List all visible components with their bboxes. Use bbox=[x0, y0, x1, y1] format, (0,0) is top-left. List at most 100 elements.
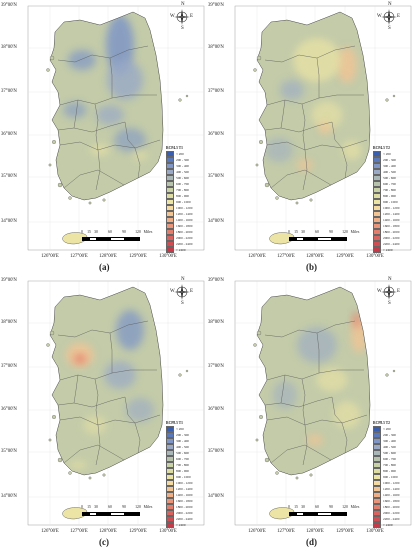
island bbox=[253, 343, 257, 347]
compass-w-label: W bbox=[170, 289, 175, 294]
scale-label: 90 bbox=[122, 230, 126, 234]
province-boundary bbox=[266, 139, 368, 151]
legend-label: 900 - 1000 bbox=[176, 475, 191, 479]
scale-label: 90 bbox=[329, 230, 333, 234]
island bbox=[256, 330, 262, 336]
island bbox=[309, 198, 313, 202]
scale-label: 30 bbox=[94, 230, 98, 234]
legend-title: RCP4.5 T1 bbox=[166, 146, 183, 150]
province-boundary bbox=[124, 396, 141, 454]
island bbox=[259, 415, 263, 419]
legend-label: 600 - 700 bbox=[176, 182, 189, 186]
island bbox=[256, 55, 262, 61]
legend-label: 600 - 700 bbox=[383, 182, 396, 186]
map-canvas bbox=[27, 5, 205, 251]
map-panel: 39°00'N 38°00'N 37°00'N 36°00'N 35°00'N 34°00… bbox=[0, 275, 206, 550]
legend-label: 2200 - 2400 bbox=[383, 242, 400, 246]
y-tick-label: 35°00'N bbox=[208, 174, 224, 179]
precip-blob bbox=[68, 50, 96, 70]
scale-label: 15 bbox=[294, 505, 298, 509]
island bbox=[88, 201, 92, 205]
scale-label: 0 bbox=[288, 505, 290, 509]
legend-label: 400 - 500 bbox=[383, 445, 396, 449]
x-tick-label: 127°00'E bbox=[277, 529, 295, 534]
province-boundary bbox=[124, 121, 141, 179]
legend-label: 1400 - 1600 bbox=[383, 218, 400, 222]
legend-swatch bbox=[373, 521, 381, 529]
scale-label: 120 bbox=[135, 230, 141, 234]
scale-label: 90 bbox=[122, 505, 126, 509]
legend-label: 2200 - 2400 bbox=[176, 242, 193, 246]
precip-blob bbox=[107, 60, 143, 100]
province-boundary bbox=[57, 121, 126, 133]
legend-label: < 200 bbox=[383, 152, 391, 156]
legend-label: 1000 - 1200 bbox=[176, 481, 193, 485]
legend-label: 2000 - 2200 bbox=[176, 511, 193, 515]
scale-label: 0 bbox=[81, 505, 83, 509]
scale-segment bbox=[124, 237, 140, 241]
legend-label: 1600 - 1800 bbox=[176, 499, 193, 503]
x-tick-label: 128°00'E bbox=[306, 529, 324, 534]
precip-blob bbox=[337, 47, 357, 83]
province-boundary bbox=[266, 414, 368, 426]
legend-label: < 200 bbox=[383, 427, 391, 431]
province-boundary bbox=[266, 369, 364, 381]
legend-label: 2000 - 2200 bbox=[176, 236, 193, 240]
x-tick-label: 128°00'E bbox=[99, 254, 117, 259]
island bbox=[392, 94, 396, 98]
island bbox=[295, 476, 299, 480]
province-boundary bbox=[280, 374, 286, 404]
legend-swatch bbox=[373, 246, 381, 254]
korea-landmass bbox=[257, 287, 370, 475]
legend-label: 1200 - 1400 bbox=[383, 487, 400, 491]
legend-label: 700 - 800 bbox=[383, 463, 396, 467]
island bbox=[185, 369, 189, 373]
island bbox=[48, 438, 52, 442]
precip-surface bbox=[265, 38, 362, 171]
province-boundary bbox=[301, 378, 308, 466]
legend: RCP4.5 T2 < 200 200 - 300 300 - 400 400 - 50… bbox=[373, 146, 411, 254]
province-boundary bbox=[63, 169, 125, 189]
island bbox=[295, 201, 299, 205]
precip-blob bbox=[316, 368, 348, 392]
island bbox=[309, 473, 313, 477]
legend-label: 800 - 900 bbox=[383, 194, 396, 198]
legend: RCP8.5 T2 < 200 200 - 300 300 - 400 400 - 50… bbox=[373, 421, 411, 529]
legend-label: 600 - 700 bbox=[383, 457, 396, 461]
map-panel: 39°00'N 38°00'N 37°00'N 36°00'N 35°00'N 34°00… bbox=[207, 275, 413, 550]
legend-label: 1000 - 1200 bbox=[383, 481, 400, 485]
map-canvas bbox=[27, 280, 205, 526]
coastline bbox=[256, 11, 371, 201]
legend-label: 1200 - 1400 bbox=[176, 212, 193, 216]
legend-label: 600 - 700 bbox=[176, 457, 189, 461]
legend-label: 1800 - 2000 bbox=[176, 230, 193, 234]
scale-label: 120 bbox=[135, 505, 141, 509]
coastline bbox=[49, 286, 164, 476]
precip-blob bbox=[132, 149, 148, 161]
legend-label: 1400 - 1600 bbox=[176, 218, 193, 222]
island bbox=[178, 98, 182, 102]
legend: RCP4.5 T1 < 200 200 - 300 300 - 400 400 - 50… bbox=[166, 146, 204, 254]
legend-item: > 2400 bbox=[166, 521, 204, 529]
map-panel: 39°00'N 38°00'N 37°00'N 36°00'N 35°00'N 34°00… bbox=[0, 0, 206, 275]
island bbox=[255, 163, 259, 167]
y-tick-label: 37°00'N bbox=[208, 89, 224, 94]
island bbox=[102, 198, 106, 202]
scale-segment bbox=[331, 237, 347, 241]
island bbox=[255, 438, 259, 442]
province-boundary bbox=[270, 444, 332, 464]
scale-segment bbox=[124, 512, 140, 516]
province-boundary bbox=[94, 378, 101, 466]
legend-label: 1200 - 1400 bbox=[176, 487, 193, 491]
compass-w-label: W bbox=[377, 14, 382, 19]
panel-label: (c) bbox=[99, 537, 109, 547]
scale-label: 15 bbox=[87, 505, 91, 509]
legend-label: 1600 - 1800 bbox=[176, 224, 193, 228]
scale-label: 120 bbox=[342, 230, 348, 234]
island bbox=[102, 473, 106, 477]
precip-blob bbox=[297, 327, 337, 363]
north-arrow-icon: N E S W bbox=[170, 277, 193, 306]
province-boundary bbox=[59, 414, 161, 426]
island bbox=[49, 330, 55, 336]
y-tick-label: 39°00'N bbox=[208, 278, 224, 283]
